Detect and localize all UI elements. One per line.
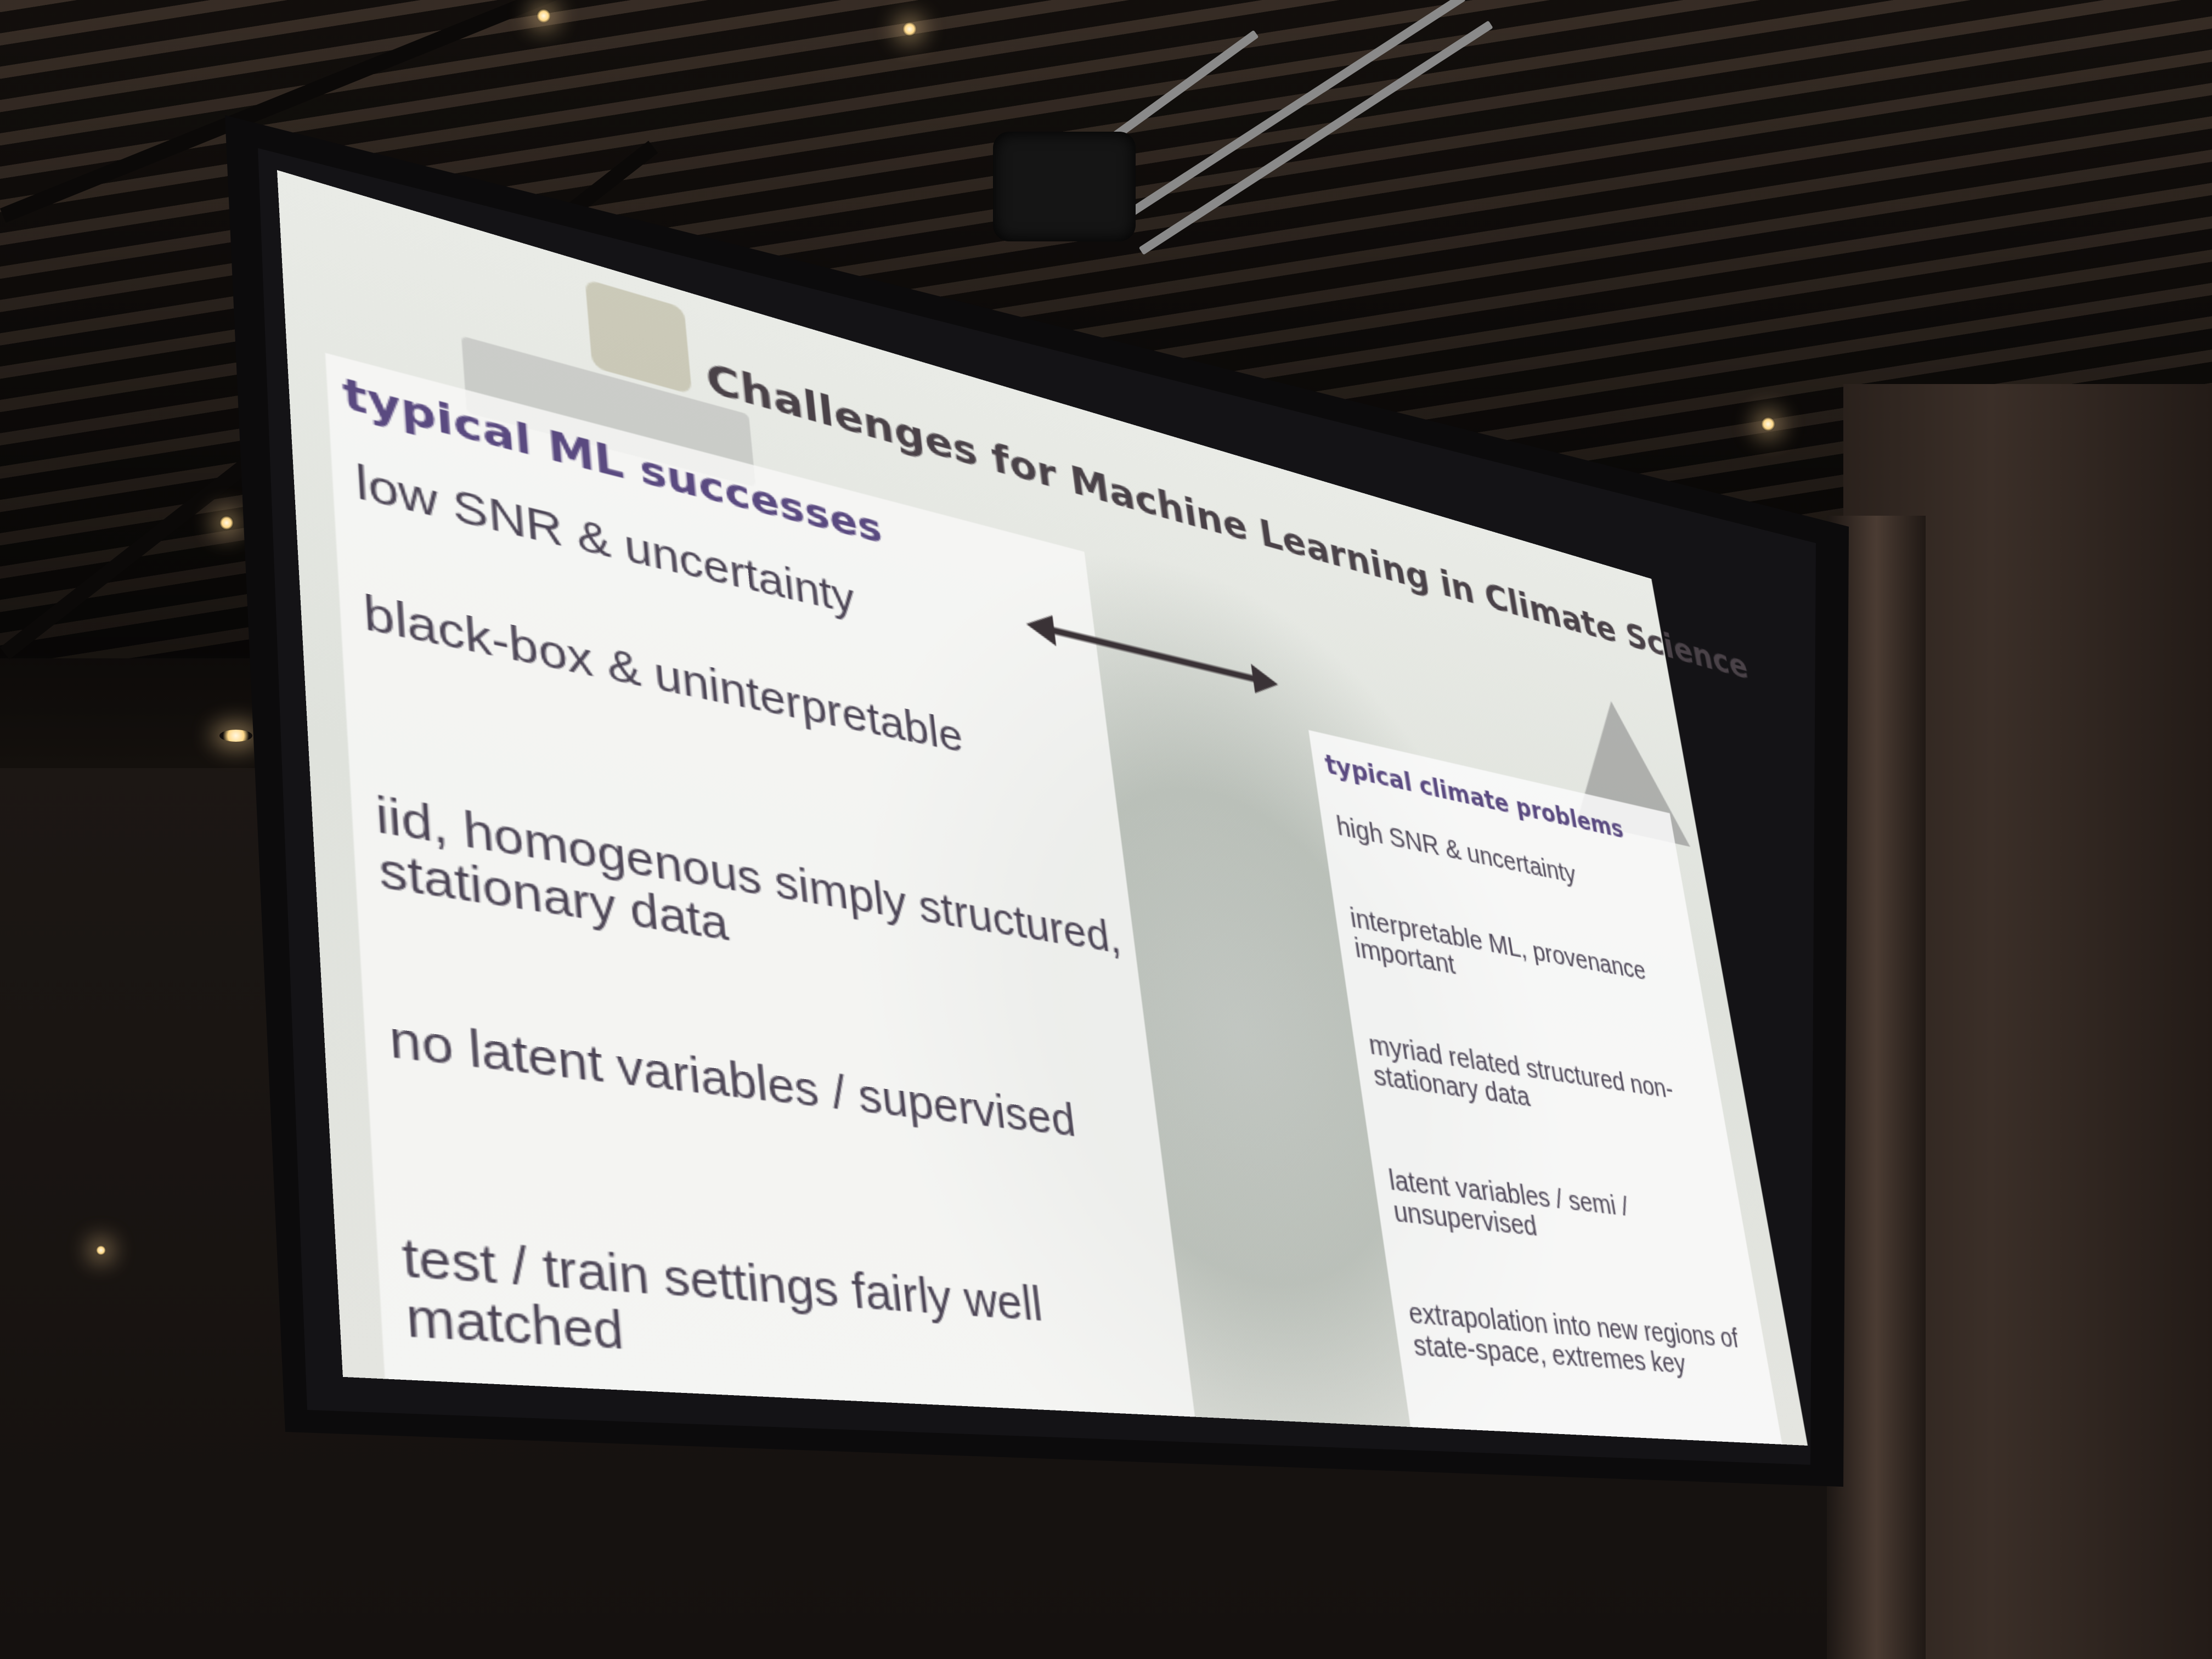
slide: Challenges for Machine Learning in Clima…: [277, 170, 1808, 1446]
